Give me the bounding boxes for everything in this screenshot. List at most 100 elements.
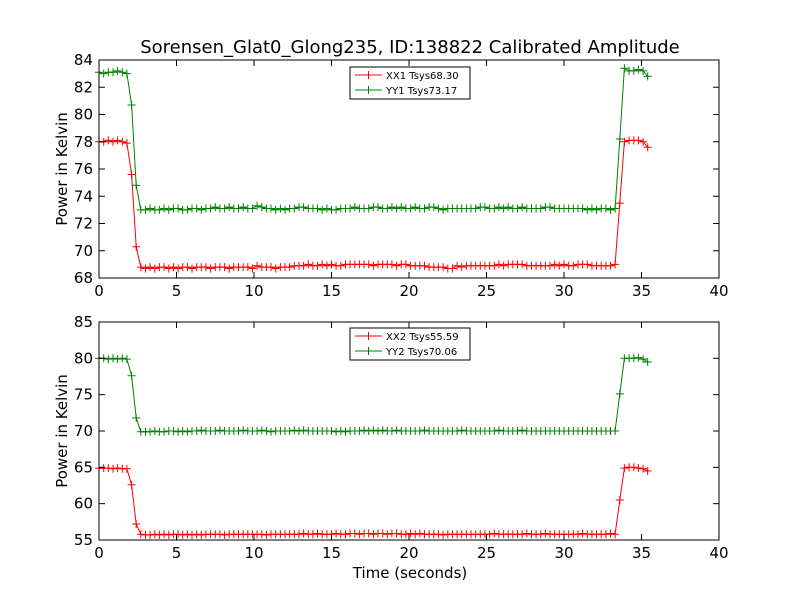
top-series-point-0 [313,261,322,270]
top-series-point-0 [457,263,466,272]
bottom-series-point-1 [457,426,466,435]
bottom-series-point-1 [295,427,303,435]
top-series-point-0 [253,261,262,270]
bottom-series-point-1 [234,427,243,435]
bottom-series-point-1 [211,427,220,435]
bottom-series-point-0 [160,530,169,539]
top-series-point-1 [592,205,601,214]
top-series-point-1 [374,203,382,212]
top-series-point-1 [406,204,415,213]
top-series-point-1 [615,135,624,143]
top-series-point-0 [615,199,624,208]
bottom-series-point-1 [355,427,364,435]
bottom-series-point-0 [132,520,141,528]
top-series-point-0 [327,260,336,269]
bottom-plot-panel: 0 5 10 15 20 25 30 35 40 55 60 65 70 75 80 85 Power in … [53,313,729,582]
bottom-series-point-0 [629,463,638,472]
bottom-x-tick-label: 0 [94,544,104,562]
bottom-series-point-1 [183,427,192,436]
top-series-point-0 [494,260,503,269]
bottom-series-point-1 [113,355,122,364]
bottom-y-tick-label: 85 [74,313,93,331]
top-plot-ticks: 0 5 10 15 20 25 30 35 40 68 70 72 74 76 78 80 82 84 [74,51,729,300]
top-series-point-0 [109,137,117,146]
top-legend-box [349,66,471,100]
top-series-point-1 [122,69,131,78]
bottom-series-point-0 [136,530,145,539]
top-series-point-1 [639,66,648,75]
bottom-series-point-1 [122,355,131,364]
top-legend-entry-yy1: YY1 Tsys73.17 [355,86,457,97]
top-series-point-0 [127,170,136,179]
bottom-series-point-0 [188,530,196,539]
bottom-series-point-1 [341,427,350,436]
x-axis-label: Time (seconds) [352,564,468,582]
bottom-series-point-1 [336,427,345,435]
bottom-series-point-1 [415,427,424,435]
top-series-point-1 [420,204,429,213]
top-x-tick-label: 10 [244,282,263,300]
top-x-tick-label: 30 [554,282,573,300]
bottom-series-point-0 [350,529,359,538]
bottom-series-point-1 [364,427,373,435]
top-series-point-1 [146,204,155,213]
top-series-point-0 [387,260,396,269]
top-series-point-1 [606,205,615,214]
bottom-series-point-1 [178,427,187,435]
bottom-series-point-1 [518,426,527,435]
bottom-x-tick-label: 25 [477,544,496,562]
top-series-point-1 [318,205,327,214]
bottom-series-point-1 [253,427,262,435]
bottom-series-point-0 [183,530,192,539]
top-y-axis-label: Power in Kelvin [53,112,71,226]
bottom-series-point-0 [378,529,387,538]
bottom-series-point-1 [285,427,294,435]
top-series-point-1 [397,203,406,212]
top-series-point-1 [643,72,652,81]
bottom-series-point-0 [606,529,615,538]
top-series-point-0 [546,261,554,270]
top-series-point-0 [453,261,462,270]
top-series-point-0 [550,260,559,269]
bottom-series-point-0 [113,464,122,473]
top-series-point-1 [160,204,169,213]
bottom-series-point-0 [215,530,224,539]
bottom-series-point-1 [634,353,643,362]
bottom-x-tick-label: 35 [632,544,651,562]
top-series-point-0 [611,260,620,269]
bottom-series-point-1 [360,426,369,435]
top-series-point-1 [211,203,220,212]
top-series-point-1 [611,204,620,213]
bottom-legend-entry-xx2: XX2 Tsys55.59 [355,332,459,343]
bottom-series-point-1 [420,426,429,435]
bottom-series-point-1 [109,354,117,363]
top-series-point-1 [239,203,248,212]
top-series-point-0 [643,143,652,152]
top-plot-panel: 0 5 10 15 20 25 30 35 40 68 70 72 74 76 78 80 82 84 Power… [53,51,729,300]
top-series-point-1 [220,204,229,213]
top-series-point-1 [439,205,448,214]
bottom-series-point-0 [257,530,266,539]
top-series-point-1 [411,203,420,212]
top-series-point-1 [155,205,164,214]
bottom-y-axis-label: Power in Kelvin [53,374,71,488]
top-series-point-1 [174,204,183,213]
top-y-tick-label: 84 [74,51,93,69]
bottom-series-point-0 [639,464,648,473]
top-series-point-0 [164,264,173,273]
top-series-point-1 [281,205,289,214]
top-series-point-1 [141,205,150,214]
top-series-point-0 [104,136,113,145]
top-series-point-1 [346,204,355,213]
top-legend-entry-xx1: XX1 Tsys68.30 [355,71,459,82]
bottom-series-point-0 [127,480,136,489]
bottom-series-point-0 [383,530,392,539]
bottom-series-point-0 [150,530,159,539]
top-series-point-1 [225,203,234,212]
bottom-series-point-1 [262,427,271,435]
bottom-x-tick-label: 10 [244,544,263,562]
bottom-series-point-0 [369,530,378,539]
top-series-point-0 [560,260,568,269]
bottom-series-point-0 [299,529,308,538]
bottom-series-point-0 [355,530,364,539]
